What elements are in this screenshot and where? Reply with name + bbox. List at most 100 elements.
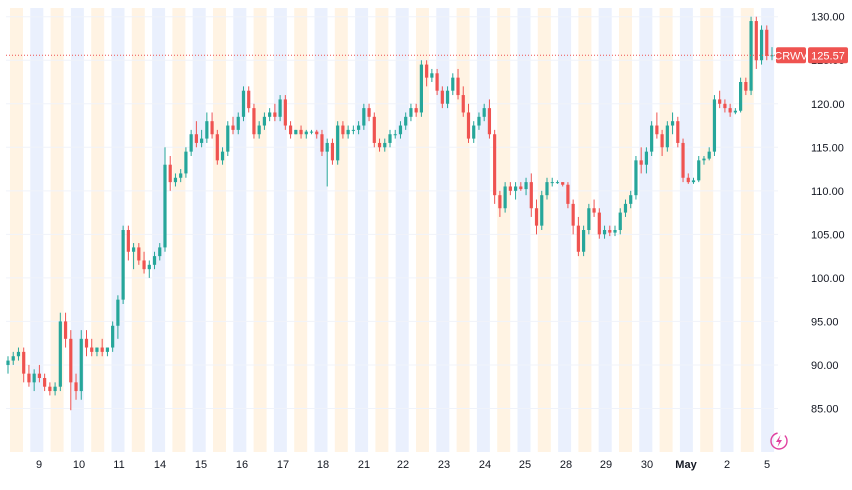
candle-body <box>273 112 277 117</box>
afterhours-band <box>476 8 490 452</box>
x-tick-label: 14 <box>154 459 166 471</box>
y-tick-label: 110.00 <box>811 186 844 198</box>
candle-body <box>513 186 518 191</box>
candle-body <box>739 82 743 111</box>
candle-body <box>200 138 204 143</box>
candle-body <box>189 134 193 152</box>
x-tick-label: 17 <box>277 459 289 471</box>
premarket-band <box>91 8 105 452</box>
candle-body <box>576 225 580 252</box>
candle-body <box>561 182 565 185</box>
candle-body <box>634 160 638 196</box>
candle-body <box>158 247 162 257</box>
candle-body <box>95 347 99 352</box>
candle-body <box>540 195 544 226</box>
afterhours-band <box>720 8 734 452</box>
candle-body <box>90 347 94 352</box>
candle-body <box>79 338 83 392</box>
candle-body <box>131 247 136 252</box>
x-tick-label: 16 <box>236 459 248 471</box>
premarket-band <box>10 8 23 452</box>
candle-body <box>409 108 413 117</box>
candle-body <box>147 264 151 270</box>
candle-body <box>545 182 549 196</box>
candle-body <box>712 99 717 152</box>
y-tick-label: 115.00 <box>811 142 844 154</box>
x-tick-label: 18 <box>317 459 329 471</box>
candle-body <box>728 108 732 113</box>
candle-body <box>686 177 690 183</box>
candle-body <box>582 230 586 252</box>
candle-body <box>304 131 308 135</box>
y-tick-label: 85.00 <box>811 403 839 415</box>
afterhours-band <box>517 8 531 452</box>
afterhours-band <box>558 8 572 452</box>
candle-body <box>367 108 371 117</box>
premarket-band <box>619 8 632 452</box>
ticker-tag-label: CRWV <box>774 50 808 62</box>
candle-body <box>179 173 183 178</box>
afterhours-band <box>395 8 409 452</box>
candle-body <box>550 182 554 184</box>
x-tick-label: 10 <box>73 459 85 471</box>
price-axis: 130.00125.00120.00115.00110.00105.00100.… <box>811 12 845 416</box>
lightning-bolt-icon[interactable] <box>770 432 788 450</box>
candle-body <box>618 212 622 230</box>
candle-body <box>425 64 429 78</box>
y-tick-label: 95.00 <box>811 316 839 328</box>
y-tick-label: 130.00 <box>811 12 845 24</box>
x-tick-label: 25 <box>519 459 531 471</box>
ticker-tag <box>776 47 806 64</box>
candle-body <box>100 347 104 352</box>
x-tick-label: 28 <box>560 459 572 471</box>
premarket-band <box>537 8 551 452</box>
candle-body <box>571 203 575 226</box>
candle-body <box>670 121 675 126</box>
candle-body <box>759 29 764 61</box>
price-tag-label: 125.57 <box>811 50 845 62</box>
candle-body <box>482 108 486 117</box>
candle-body <box>644 151 649 165</box>
candle-body <box>288 125 293 135</box>
candle-body <box>566 184 570 204</box>
candle-body <box>519 186 523 190</box>
candle-body <box>22 351 26 374</box>
candle-body <box>597 212 601 235</box>
candle-body <box>629 195 633 204</box>
candle-body <box>639 160 643 165</box>
candle-body <box>676 121 680 143</box>
afterhours-band <box>192 8 206 452</box>
afterhours-band <box>639 8 653 452</box>
candle-body <box>341 125 345 135</box>
x-tick-label: 29 <box>600 459 612 471</box>
premarket-band <box>334 8 348 452</box>
candle-body <box>268 112 272 117</box>
candle-body <box>43 378 47 387</box>
price-tag <box>808 47 848 64</box>
candle-body <box>555 182 560 184</box>
candle-body <box>477 116 481 126</box>
candle-body <box>357 125 361 130</box>
x-tick-label: 22 <box>397 459 409 471</box>
afterhours-band <box>679 8 693 452</box>
candle-body <box>84 338 89 348</box>
candle-body <box>372 116 376 143</box>
x-tick-label: 23 <box>438 459 450 471</box>
candle-body <box>440 90 444 104</box>
candles <box>6 16 774 411</box>
candle-body <box>419 64 423 113</box>
candle-body <box>508 186 512 191</box>
premarket-band <box>131 8 145 452</box>
candle-body <box>27 373 31 383</box>
candle-body <box>404 116 408 126</box>
candle-body <box>623 203 628 213</box>
x-tick-label: 9 <box>36 459 42 471</box>
candle-body <box>315 131 319 135</box>
candle-body <box>707 151 711 159</box>
candle-body <box>602 230 607 235</box>
candle-body <box>702 158 706 161</box>
candle-body <box>398 125 403 135</box>
candle-body <box>257 125 261 135</box>
